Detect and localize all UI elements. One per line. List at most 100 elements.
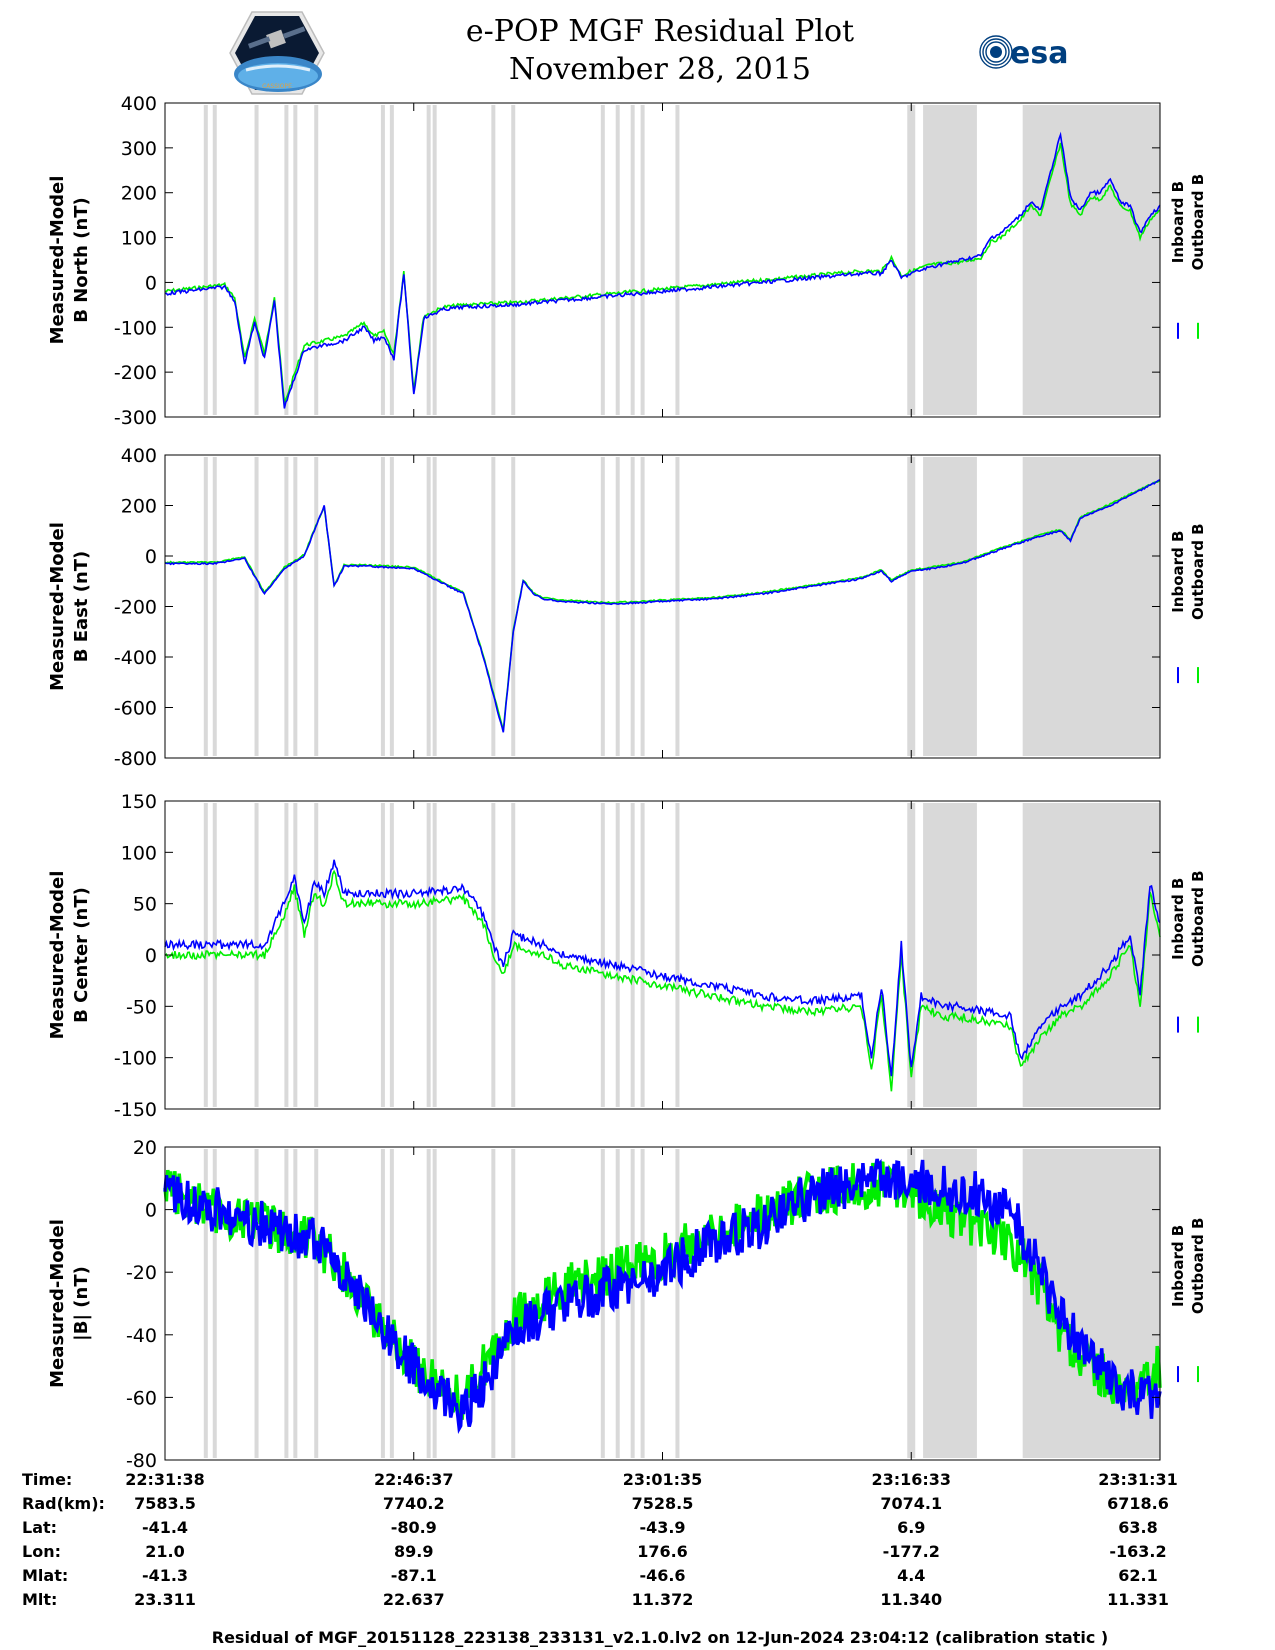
y-tick-label: 0 bbox=[145, 546, 157, 568]
panel-4: 20 0 -20 -40 -60 -80 Measured-Model |B| (nT) Inb… bbox=[47, 1137, 1207, 1470]
gap-marker bbox=[630, 457, 635, 756]
gap-marker bbox=[426, 803, 431, 1107]
y-tick-label: -50 bbox=[126, 996, 157, 1018]
timeline-value: 11.340 bbox=[880, 1590, 943, 1609]
timeline-row-label: Rad(km): bbox=[22, 1494, 105, 1513]
gap-marker bbox=[511, 803, 516, 1107]
timeline-row: Lat: -41.4 -80.9 -43.9 6.9 63.8 bbox=[0, 1518, 1275, 1542]
timeline-value: -46.6 bbox=[639, 1566, 686, 1585]
gap-region bbox=[1022, 803, 1160, 1107]
y-tick-label: -100 bbox=[114, 1048, 157, 1070]
gap-region bbox=[1022, 457, 1160, 756]
timeline-row-label: Time: bbox=[22, 1470, 73, 1489]
timeline-row-label: Lon: bbox=[22, 1542, 61, 1561]
gap-marker bbox=[432, 803, 437, 1107]
timeline-value: 21.0 bbox=[145, 1542, 185, 1561]
gap-marker bbox=[615, 105, 620, 415]
timeline-value: 11.372 bbox=[631, 1590, 694, 1609]
timeline-value: 22:31:38 bbox=[125, 1470, 205, 1489]
timeline-value: 23:01:35 bbox=[622, 1470, 703, 1489]
gap-marker bbox=[675, 457, 680, 756]
y-tick-label: 100 bbox=[121, 842, 157, 864]
legend-label: Inboard B bbox=[1169, 878, 1187, 960]
y-tick-label: -200 bbox=[114, 362, 157, 384]
legend: Inboard B Outboard B bbox=[1169, 870, 1207, 1033]
gap-marker bbox=[600, 803, 605, 1107]
y-tick-label: 400 bbox=[121, 93, 157, 115]
gap-marker bbox=[254, 105, 259, 415]
legend-label: Outboard B bbox=[1189, 523, 1207, 620]
timeline-row-label: Mlt: bbox=[22, 1590, 58, 1609]
timeline-value: -43.9 bbox=[639, 1518, 686, 1537]
timeline-value: -87.1 bbox=[390, 1566, 437, 1585]
timeline-value: 63.8 bbox=[1118, 1518, 1158, 1537]
legend-label: Inboard B bbox=[1169, 181, 1187, 263]
gap-marker bbox=[600, 457, 605, 756]
panel-3: 150 100 50 0 -50 -100 -150 Measured-Model B Cent… bbox=[47, 791, 1207, 1121]
gap-marker bbox=[511, 105, 516, 415]
timeline-value: -80.9 bbox=[390, 1518, 437, 1537]
timeline-value: 23.311 bbox=[134, 1590, 196, 1609]
y-tick-label: -80 bbox=[126, 1450, 157, 1470]
gap-marker bbox=[380, 803, 385, 1107]
y-tick-label: 0 bbox=[145, 945, 157, 967]
y-tick-label: -100 bbox=[114, 317, 157, 339]
timeline-row: Mlt: 23.311 22.637 11.372 11.340 11.331 bbox=[0, 1590, 1275, 1614]
header: e-POP MGF Residual Plot November 28, 201… bbox=[0, 0, 1275, 100]
gap-marker bbox=[293, 105, 298, 415]
timeline-value: 4.4 bbox=[897, 1566, 926, 1585]
gap-marker bbox=[314, 457, 319, 756]
legend-label: Outboard B bbox=[1189, 870, 1207, 967]
y-tick-label: 0 bbox=[145, 1200, 157, 1222]
panel-2: 400 200 0 -200 -400 -600 -800 Measured-Model B E… bbox=[47, 445, 1207, 770]
y-tick-label: 150 bbox=[121, 791, 157, 813]
y-tick-label: 100 bbox=[121, 228, 157, 250]
y-tick-label: 50 bbox=[133, 894, 157, 916]
caption: Residual of MGF_20151128_223138_233131_v… bbox=[211, 1628, 1109, 1647]
plot-title: e-POP MGF Residual Plot bbox=[465, 14, 855, 49]
y-axis-label: Measured-Model B Center (nT) bbox=[47, 871, 92, 1040]
gap-marker bbox=[203, 105, 208, 415]
gap-marker bbox=[426, 105, 431, 415]
y-tick-label: -200 bbox=[114, 597, 157, 619]
gap-marker bbox=[615, 457, 620, 756]
gap-marker bbox=[314, 803, 319, 1107]
legend-label: Outboard B bbox=[1189, 1218, 1207, 1315]
gap-marker bbox=[203, 457, 208, 756]
timeline-row: Time: 22:31:38 22:46:37 23:01:35 23:16:33 23:… bbox=[0, 1470, 1275, 1494]
timeline-value: 6.9 bbox=[897, 1518, 926, 1537]
gap-region bbox=[1022, 1149, 1160, 1458]
y-tick-label: -300 bbox=[114, 407, 157, 429]
timeline-value: 62.1 bbox=[1118, 1566, 1158, 1585]
series-inboard-b bbox=[164, 859, 1161, 1077]
y-tick-label: 0 bbox=[145, 272, 157, 294]
gap-marker bbox=[640, 803, 645, 1107]
cassiope-logo: CASSIOPE bbox=[229, 11, 325, 95]
timeline-value: -41.3 bbox=[141, 1566, 189, 1585]
legend: Inboard B Outboard B bbox=[1169, 174, 1207, 339]
orbit-info-table: Time: 22:31:38 22:46:37 23:01:35 23:16:33 23:… bbox=[0, 1470, 1275, 1650]
timeline-value: 7583.5 bbox=[134, 1494, 196, 1513]
timeline-row-label: Lat: bbox=[22, 1518, 58, 1537]
timeline-value: 23:16:33 bbox=[871, 1470, 952, 1489]
y-tick-label: 300 bbox=[121, 138, 157, 160]
gap-marker bbox=[203, 1149, 208, 1458]
gap-marker bbox=[293, 457, 298, 756]
gap-marker bbox=[432, 1149, 437, 1458]
y-axis-label: Measured-Model |B| (nT) bbox=[47, 1219, 92, 1388]
gap-marker bbox=[630, 1149, 635, 1458]
gap-marker bbox=[284, 457, 289, 756]
gap-marker bbox=[389, 105, 394, 415]
y-tick-label: -800 bbox=[114, 748, 157, 770]
gap-marker bbox=[432, 457, 437, 756]
gap-region bbox=[907, 1149, 916, 1458]
y-tick-label: -400 bbox=[114, 647, 157, 669]
y-tick-label: 400 bbox=[121, 445, 157, 467]
y-tick-label: -150 bbox=[114, 1099, 157, 1121]
timeline-row: Lon: 21.0 89.9 176.6 -177.2 -163.2 bbox=[0, 1542, 1275, 1566]
gap-marker bbox=[630, 105, 635, 415]
gap-marker bbox=[491, 457, 496, 756]
timeline-row: Rad(km): 7583.5 7740.2 7528.5 7074.1 6718.6 bbox=[0, 1494, 1275, 1518]
gap-marker bbox=[600, 105, 605, 415]
